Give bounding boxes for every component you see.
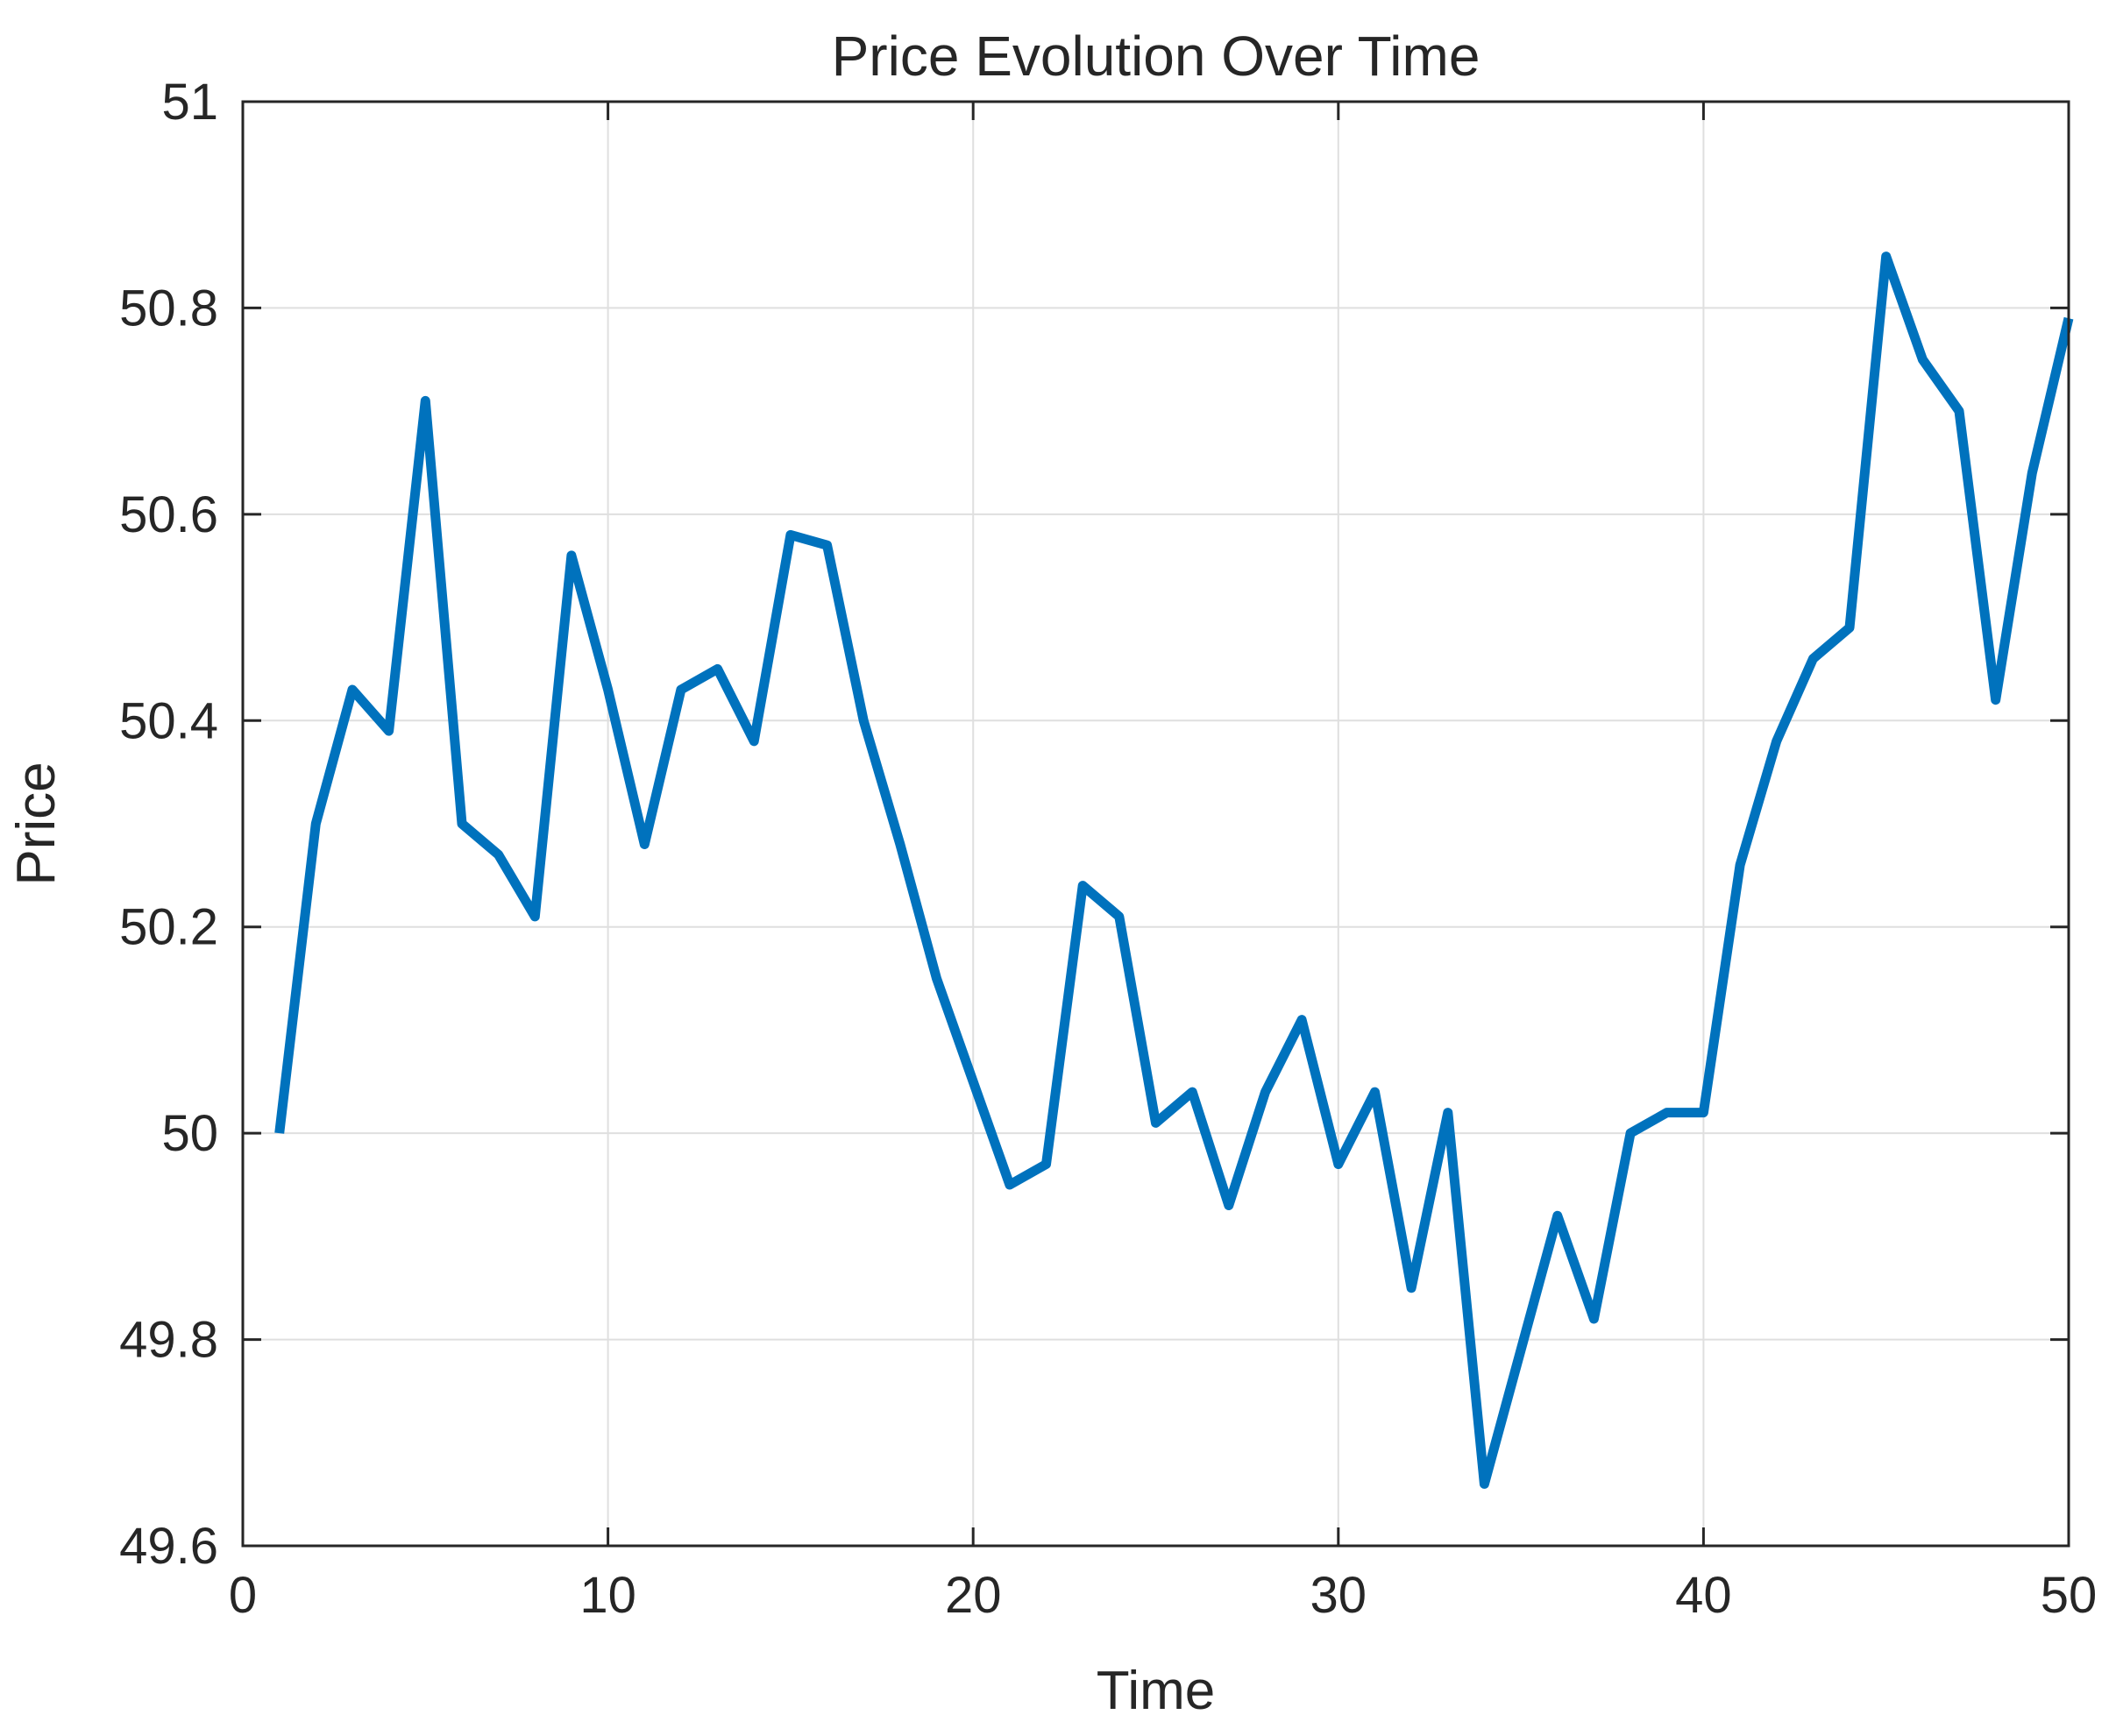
y-tick-label: 51 [161, 74, 218, 131]
y-tick-label: 50.6 [119, 486, 218, 543]
y-tick-label: 50.4 [119, 692, 218, 749]
x-tick-label: 10 [579, 1567, 636, 1624]
x-tick-label: 50 [2041, 1567, 2098, 1624]
axes-background [243, 102, 2069, 1546]
y-tick-label: 49.8 [119, 1312, 218, 1369]
x-tick-label: 30 [1310, 1567, 1367, 1624]
y-tick-label: 50.8 [119, 280, 218, 337]
x-tick-label: 0 [229, 1567, 257, 1624]
y-tick-label: 49.6 [119, 1518, 218, 1575]
y-tick-label: 50.2 [119, 899, 218, 956]
x-axis-label: Time [1097, 1661, 1215, 1721]
y-axis-label: Price [6, 762, 67, 885]
y-tick-label: 50 [161, 1105, 218, 1162]
x-tick-label: 40 [1675, 1567, 1732, 1624]
chart-title: Price Evolution Over Time [832, 25, 1480, 88]
x-tick-label: 20 [945, 1567, 1002, 1624]
plot-area [243, 102, 2069, 1546]
